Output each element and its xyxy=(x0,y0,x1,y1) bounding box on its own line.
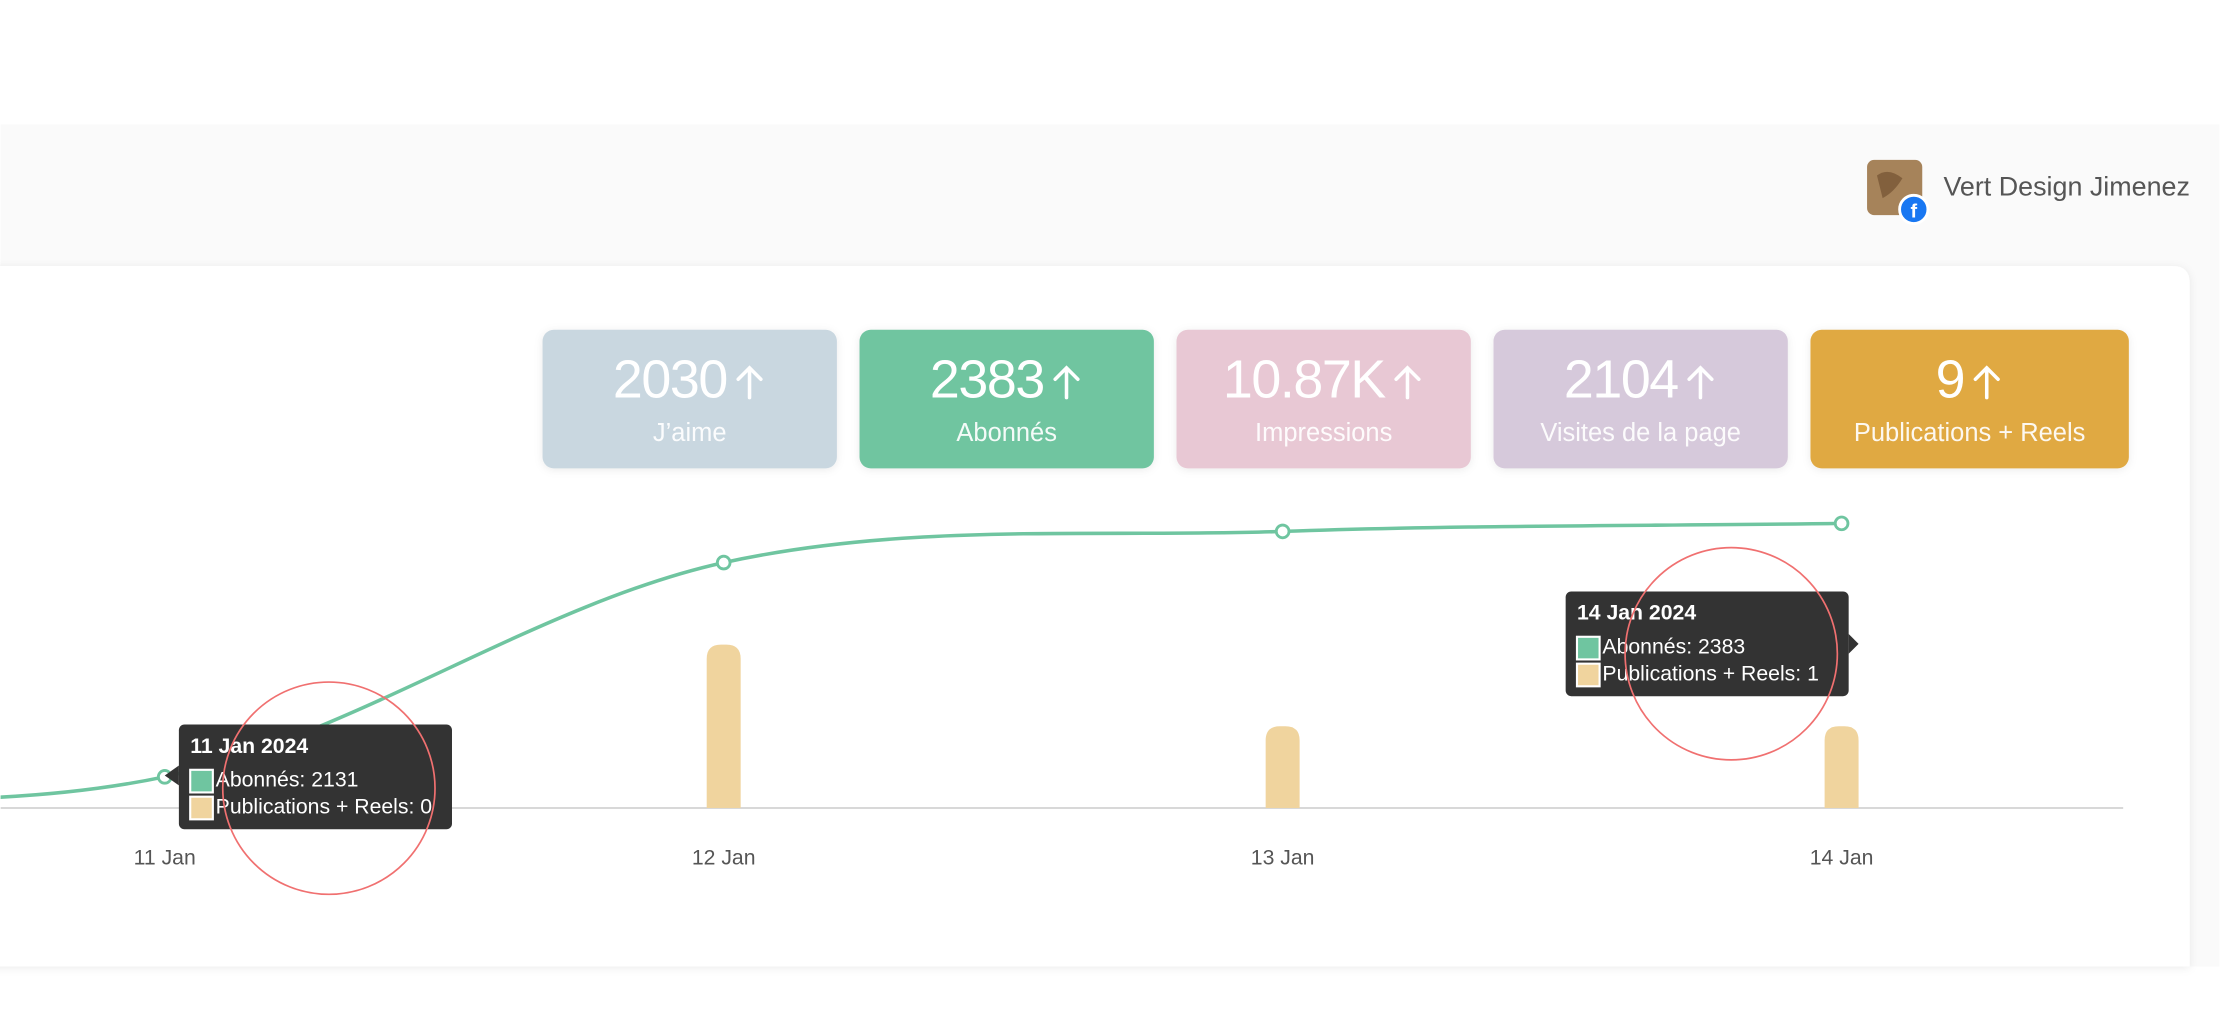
stat-value: 2030 xyxy=(613,350,727,410)
tooltip-item: Abonnés: 2131 xyxy=(216,769,359,792)
point xyxy=(1833,515,1850,532)
bar xyxy=(706,644,741,809)
x-tick-label: 13 Jan xyxy=(1251,847,1315,870)
stat-label: Abonnés xyxy=(956,419,1057,447)
tooltip: 11 Jan 2024 Abonnés: 2131 Publications + R… xyxy=(164,724,452,830)
stat-card: 2104 Visites de la page xyxy=(1493,329,1788,469)
tooltip-item: Publications + Reels: 1 xyxy=(1602,663,1818,686)
stat-cards: 2030 J’aime 2383 Abonnés 10.87K Impressions 21… xyxy=(542,329,2129,469)
x-tick-label: 12 Jan xyxy=(692,847,756,870)
tooltip-pointer xyxy=(1848,633,1859,654)
stat-label: Impressions xyxy=(1255,419,1392,447)
point xyxy=(1274,523,1291,540)
stat-label: Visites de la page xyxy=(1540,419,1741,447)
tooltip-item: Abonnés: 2383 xyxy=(1602,636,1745,659)
point xyxy=(715,554,732,571)
trend-arrow xyxy=(1687,365,1714,400)
highlight-circle xyxy=(1624,546,1839,761)
avatar-art xyxy=(1876,171,1903,199)
legend-swatch xyxy=(1575,635,1601,661)
highlight-circle xyxy=(221,681,436,896)
stat-value: 2104 xyxy=(1564,350,1678,410)
stat-card-bg xyxy=(542,329,837,469)
tooltip-bg xyxy=(1565,591,1849,697)
legend-swatch xyxy=(189,795,214,821)
facebook-f: f xyxy=(1910,200,1917,222)
trend-arrow xyxy=(1973,365,2000,400)
stat-card-bg xyxy=(1176,329,1471,469)
profile-name: Vert Design Jimenez xyxy=(1943,171,2189,201)
trend-arrow xyxy=(1053,365,1080,400)
stat-card-bg xyxy=(1810,329,2129,469)
tooltip: 14 Jan 2024 Abonnés: 2383 Publications + R… xyxy=(1565,591,1859,697)
trend-arrow xyxy=(1394,365,1421,400)
stat-label: Publications + Reels xyxy=(1854,419,2085,447)
stat-card: 2383 Abonnés xyxy=(859,329,1154,469)
facebook-badge xyxy=(1898,193,1930,225)
trend-arrow xyxy=(736,365,763,400)
bar xyxy=(1265,726,1300,809)
x-tick-label: 11 Jan xyxy=(134,847,196,870)
stat-card-bg xyxy=(859,329,1154,469)
stat-value: 9 xyxy=(1936,350,1965,410)
stat-value: 2383 xyxy=(930,350,1044,410)
profile: f Vert Design Jimenez xyxy=(1867,159,2190,225)
tooltip-title: 11 Jan 2024 xyxy=(190,735,308,758)
stat-card: 9 Publications + Reels xyxy=(1810,329,2129,469)
stat-value: 10.87K xyxy=(1223,350,1386,410)
tooltip-item: Publications + Reels: 0 xyxy=(216,796,432,819)
stat-label: J’aime xyxy=(653,419,727,447)
tooltip-bg xyxy=(178,724,452,830)
legend-swatch xyxy=(1575,662,1601,688)
bar xyxy=(1824,726,1859,809)
tooltip-title: 14 Jan 2024 xyxy=(1577,602,1696,625)
stat-card: 2030 J’aime xyxy=(542,329,837,469)
legend-swatch xyxy=(189,768,214,794)
stat-card-bg xyxy=(1493,329,1788,469)
x-tick-label: 14 Jan xyxy=(1810,847,1874,870)
tooltip-pointer xyxy=(164,765,179,786)
stat-card: 10.87K Impressions xyxy=(1176,329,1471,469)
tooltips: 11 Jan 2024 Abonnés: 2131 Publications + R… xyxy=(164,591,1859,830)
